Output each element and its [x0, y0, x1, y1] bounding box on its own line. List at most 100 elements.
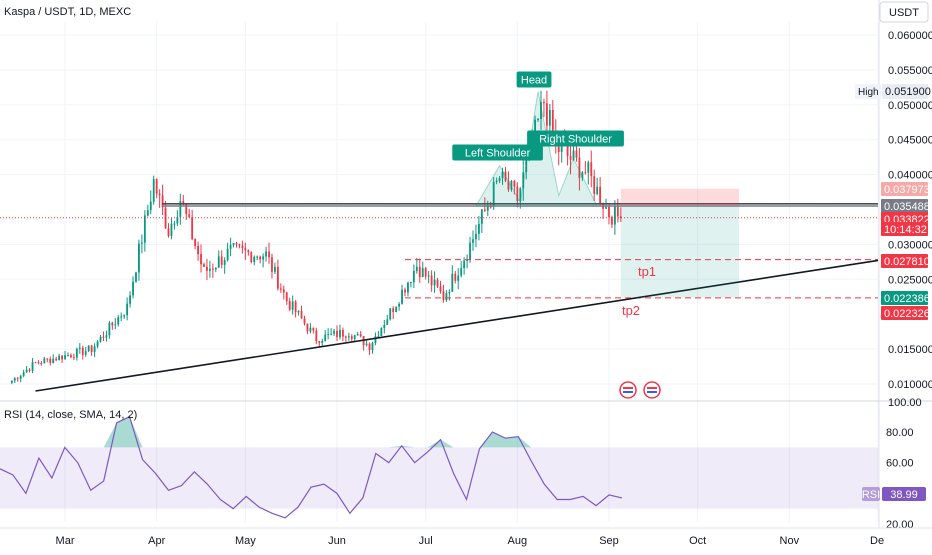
candle-body	[138, 243, 140, 273]
candle-body	[315, 330, 318, 342]
price-label-bg	[881, 199, 928, 213]
candle-body	[460, 268, 463, 276]
candle-body	[22, 372, 25, 376]
candle-body	[412, 270, 415, 283]
price-label: 0.035488	[884, 201, 930, 213]
candle-body	[297, 310, 300, 313]
candle-body	[492, 181, 495, 207]
candle-body	[581, 172, 584, 178]
candle-body	[223, 260, 226, 265]
candle-body	[486, 206, 489, 211]
candle-body	[448, 291, 451, 294]
candle-body	[114, 324, 117, 326]
candle-body	[537, 119, 539, 121]
candle-body	[386, 319, 389, 325]
candle-body	[31, 362, 34, 371]
candle-body	[182, 201, 185, 205]
candle-body	[34, 362, 37, 364]
candle-body	[430, 275, 433, 286]
candle-body	[584, 172, 587, 174]
candle-body	[238, 244, 241, 246]
event-flag-icon-stripe	[647, 387, 657, 389]
price-axis-tick: 0.060000	[888, 30, 932, 42]
candle-body	[291, 301, 294, 310]
candle-body	[330, 333, 333, 335]
candle-body	[475, 233, 477, 240]
stop-loss-zone	[620, 188, 740, 207]
candle-body	[93, 346, 96, 353]
candle-body	[454, 273, 457, 281]
rsi-line	[0, 415, 623, 519]
candle-body	[191, 217, 194, 240]
candle-body	[433, 279, 436, 286]
candle-body	[262, 256, 265, 260]
candle-body	[339, 329, 341, 338]
candle-body	[49, 358, 52, 363]
candle-body	[560, 144, 563, 152]
candle-body	[67, 355, 69, 357]
candle-body	[211, 268, 214, 270]
rsi-title: RSI (14, close, SMA, 14, 2)	[4, 409, 137, 421]
candle-body	[439, 286, 442, 292]
candle-body	[232, 243, 235, 245]
candle-body	[140, 242, 143, 244]
candle-body	[235, 243, 238, 245]
price-label-bg	[881, 254, 928, 268]
candle-body	[507, 180, 510, 190]
candle-body	[457, 275, 460, 281]
candle-body	[392, 308, 395, 313]
candle-body	[342, 329, 344, 337]
candle-body	[152, 179, 155, 202]
candle-body	[389, 308, 392, 320]
candle-body	[268, 251, 270, 258]
candle-body	[510, 181, 513, 190]
candle-body	[522, 172, 525, 189]
price-label: 0.022326	[884, 308, 930, 320]
candle-body	[353, 335, 356, 339]
currency-label: USDT	[889, 7, 919, 19]
candle-body	[359, 334, 362, 337]
take-profit-zone	[620, 206, 740, 298]
time-axis-tick: De	[870, 535, 884, 547]
candle-body	[424, 268, 427, 277]
candle-body	[590, 162, 593, 177]
candle-body	[599, 186, 602, 205]
candle-body	[81, 347, 84, 355]
candle-body	[398, 303, 401, 307]
candle-body	[516, 186, 519, 201]
candle-body	[525, 159, 528, 173]
candle-body	[504, 171, 507, 181]
candle-body	[380, 328, 383, 337]
candle-body	[445, 293, 448, 301]
support-trendline	[35, 259, 879, 392]
candle-body	[194, 239, 197, 246]
candle-body	[519, 188, 522, 201]
rsi-axis-tick: 60.00	[886, 458, 914, 470]
candle-body	[327, 333, 330, 335]
candle-body	[206, 266, 208, 271]
rsi-badge-label: RSI	[862, 489, 880, 501]
rsi-axis-tick: 80.00	[886, 427, 914, 439]
time-axis-tick: Apr	[148, 535, 165, 547]
candle-body	[64, 355, 66, 360]
candle-body	[276, 266, 279, 289]
candle-body	[572, 150, 575, 160]
candle-body	[543, 102, 545, 104]
candle-body	[498, 178, 501, 181]
candle-body	[78, 347, 81, 349]
candle-body	[548, 109, 551, 126]
candle-body	[96, 341, 99, 347]
candle-body	[578, 157, 581, 178]
candle-body	[271, 257, 273, 272]
left-shoulder-label: Left Shoulder	[465, 148, 531, 160]
price-label: 0.022386	[884, 293, 930, 305]
candle-body	[365, 343, 368, 346]
countdown-bg	[881, 222, 928, 236]
candle-body	[371, 343, 374, 350]
candle-body	[294, 301, 297, 313]
candle-body	[383, 324, 386, 329]
price-label-bg	[881, 306, 928, 320]
candle-body	[58, 355, 61, 361]
